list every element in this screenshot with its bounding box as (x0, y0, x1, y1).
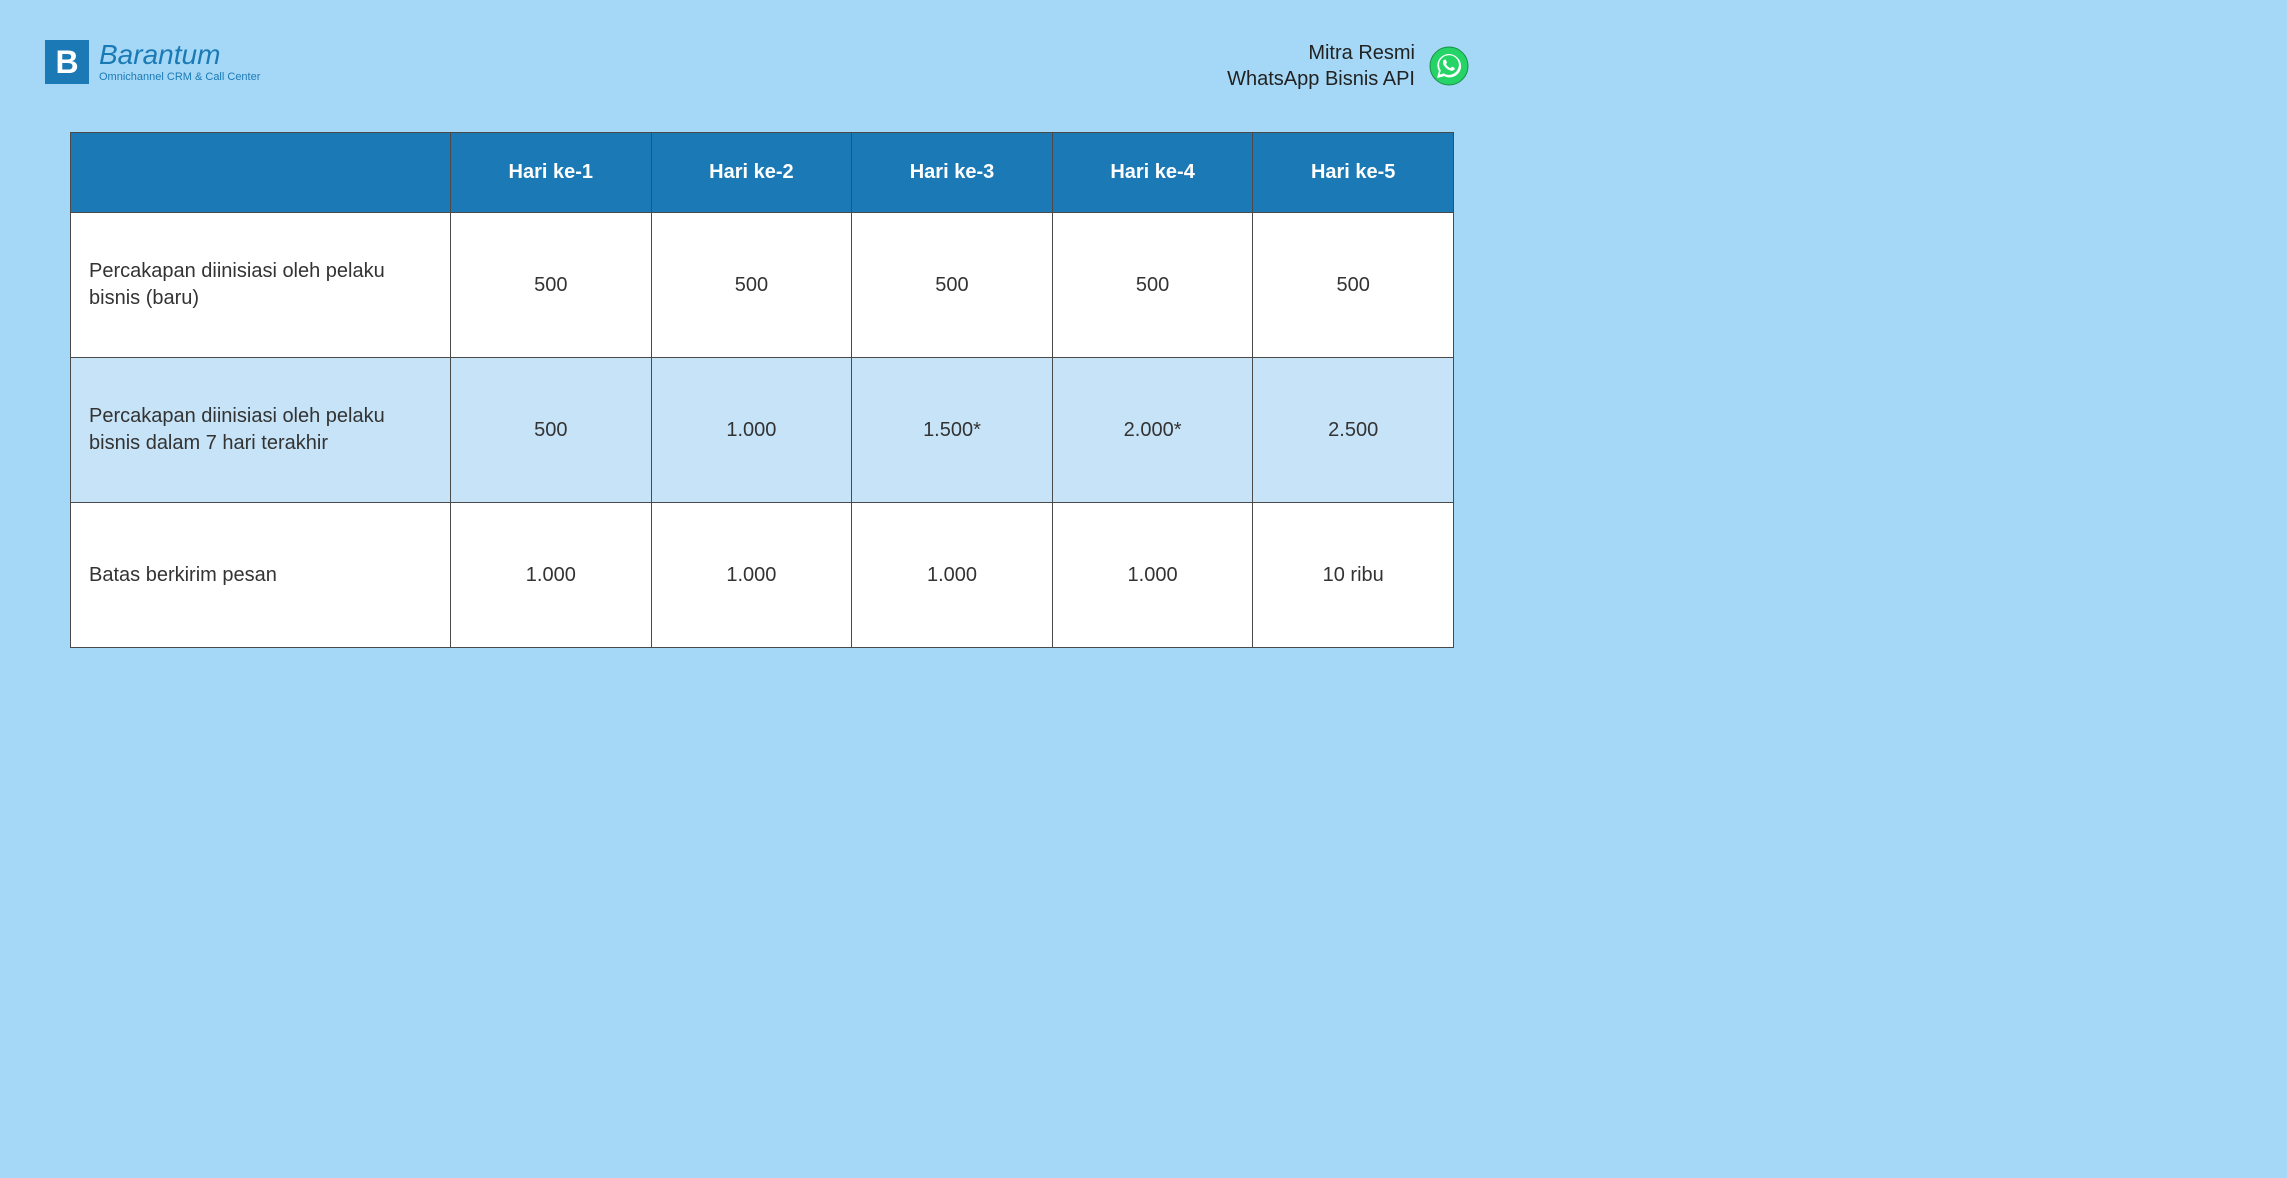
logo: B Barantum Omnichannel CRM & Call Center (45, 40, 260, 84)
pricing-table-wrap: Hari ke-1 Hari ke-2 Hari ke-3 Hari ke-4 … (0, 92, 1524, 648)
cell: 1.000 (451, 503, 652, 648)
logo-text: Barantum Omnichannel CRM & Call Center (99, 41, 260, 83)
cell: 500 (1253, 213, 1454, 358)
partner-block: Mitra Resmi WhatsApp Bisnis API (1227, 40, 1469, 92)
cell: 1.500* (852, 358, 1053, 503)
cell: 1.000 (1052, 503, 1253, 648)
cell: 1.000 (852, 503, 1053, 648)
row-label: Batas berkirim pesan (71, 503, 451, 648)
pricing-table: Hari ke-1 Hari ke-2 Hari ke-3 Hari ke-4 … (70, 132, 1454, 648)
cell: 1.000 (651, 358, 852, 503)
cell: 500 (651, 213, 852, 358)
row-label: Percakapan diinisiasi oleh pelaku bisnis… (71, 358, 451, 503)
cell: 500 (451, 358, 652, 503)
header: B Barantum Omnichannel CRM & Call Center… (0, 0, 1524, 92)
cell: 2.500 (1253, 358, 1454, 503)
row-label: Percakapan diinisiasi oleh pelaku bisnis… (71, 213, 451, 358)
table-header-day3: Hari ke-3 (852, 133, 1053, 213)
partner-text: Mitra Resmi WhatsApp Bisnis API (1227, 40, 1415, 92)
cell: 10 ribu (1253, 503, 1454, 648)
table-header-day5: Hari ke-5 (1253, 133, 1454, 213)
table-header-day2: Hari ke-2 (651, 133, 852, 213)
cell: 500 (451, 213, 652, 358)
table-row: Percakapan diinisiasi oleh pelaku bisnis… (71, 358, 1454, 503)
cell: 500 (1052, 213, 1253, 358)
cell: 2.000* (1052, 358, 1253, 503)
partner-line1: Mitra Resmi (1227, 40, 1415, 66)
logo-brand: Barantum (99, 41, 260, 69)
table-header-row: Hari ke-1 Hari ke-2 Hari ke-3 Hari ke-4 … (71, 133, 1454, 213)
table-header-day4: Hari ke-4 (1052, 133, 1253, 213)
whatsapp-icon (1429, 46, 1469, 86)
logo-mark: B (45, 40, 89, 84)
cell: 500 (852, 213, 1053, 358)
table-header-day1: Hari ke-1 (451, 133, 652, 213)
cell: 1.000 (651, 503, 852, 648)
table-header-label (71, 133, 451, 213)
partner-line2: WhatsApp Bisnis API (1227, 66, 1415, 92)
table-row: Percakapan diinisiasi oleh pelaku bisnis… (71, 213, 1454, 358)
table-row: Batas berkirim pesan 1.000 1.000 1.000 1… (71, 503, 1454, 648)
logo-tagline: Omnichannel CRM & Call Center (99, 71, 260, 83)
